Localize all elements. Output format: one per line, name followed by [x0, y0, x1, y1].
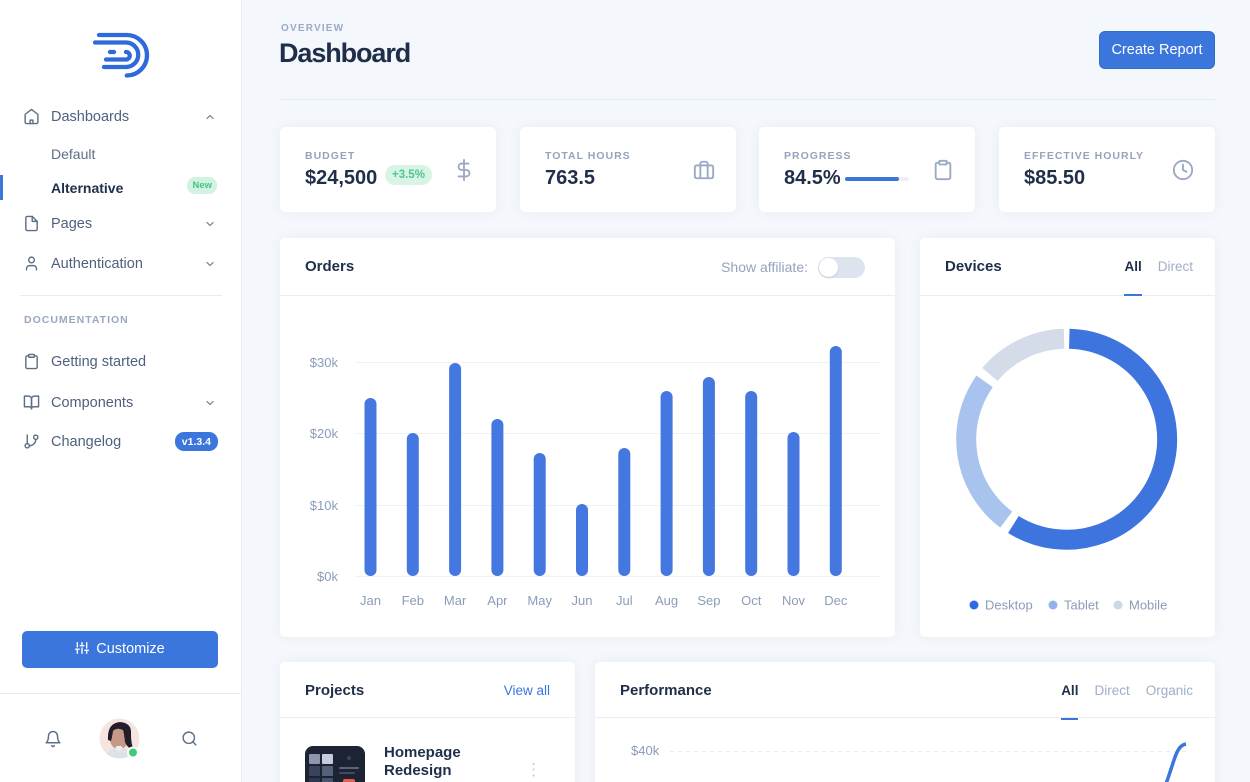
svg-text:$10k: $10k — [310, 498, 339, 513]
svg-text:Apr: Apr — [487, 593, 508, 608]
svg-text:Aug: Aug — [655, 593, 678, 608]
svg-text:Sep: Sep — [697, 593, 720, 608]
svg-text:$0k: $0k — [317, 569, 338, 584]
svg-text:Mobile: Mobile — [1129, 598, 1167, 613]
svg-text:Jul: Jul — [616, 593, 633, 608]
svg-text:Mar: Mar — [444, 593, 467, 608]
svg-text:Jun: Jun — [572, 593, 593, 608]
svg-text:Nov: Nov — [782, 593, 806, 608]
svg-text:Desktop: Desktop — [985, 598, 1033, 613]
svg-text:Tablet: Tablet — [1064, 598, 1099, 613]
svg-text:$30k: $30k — [310, 355, 339, 370]
svg-text:May: May — [527, 593, 552, 608]
svg-text:$40k: $40k — [631, 743, 660, 758]
svg-text:Dec: Dec — [824, 593, 848, 608]
svg-text:Feb: Feb — [402, 593, 424, 608]
svg-text:Oct: Oct — [741, 593, 762, 608]
svg-text:Jan: Jan — [360, 593, 381, 608]
svg-text:$20k: $20k — [310, 426, 339, 441]
